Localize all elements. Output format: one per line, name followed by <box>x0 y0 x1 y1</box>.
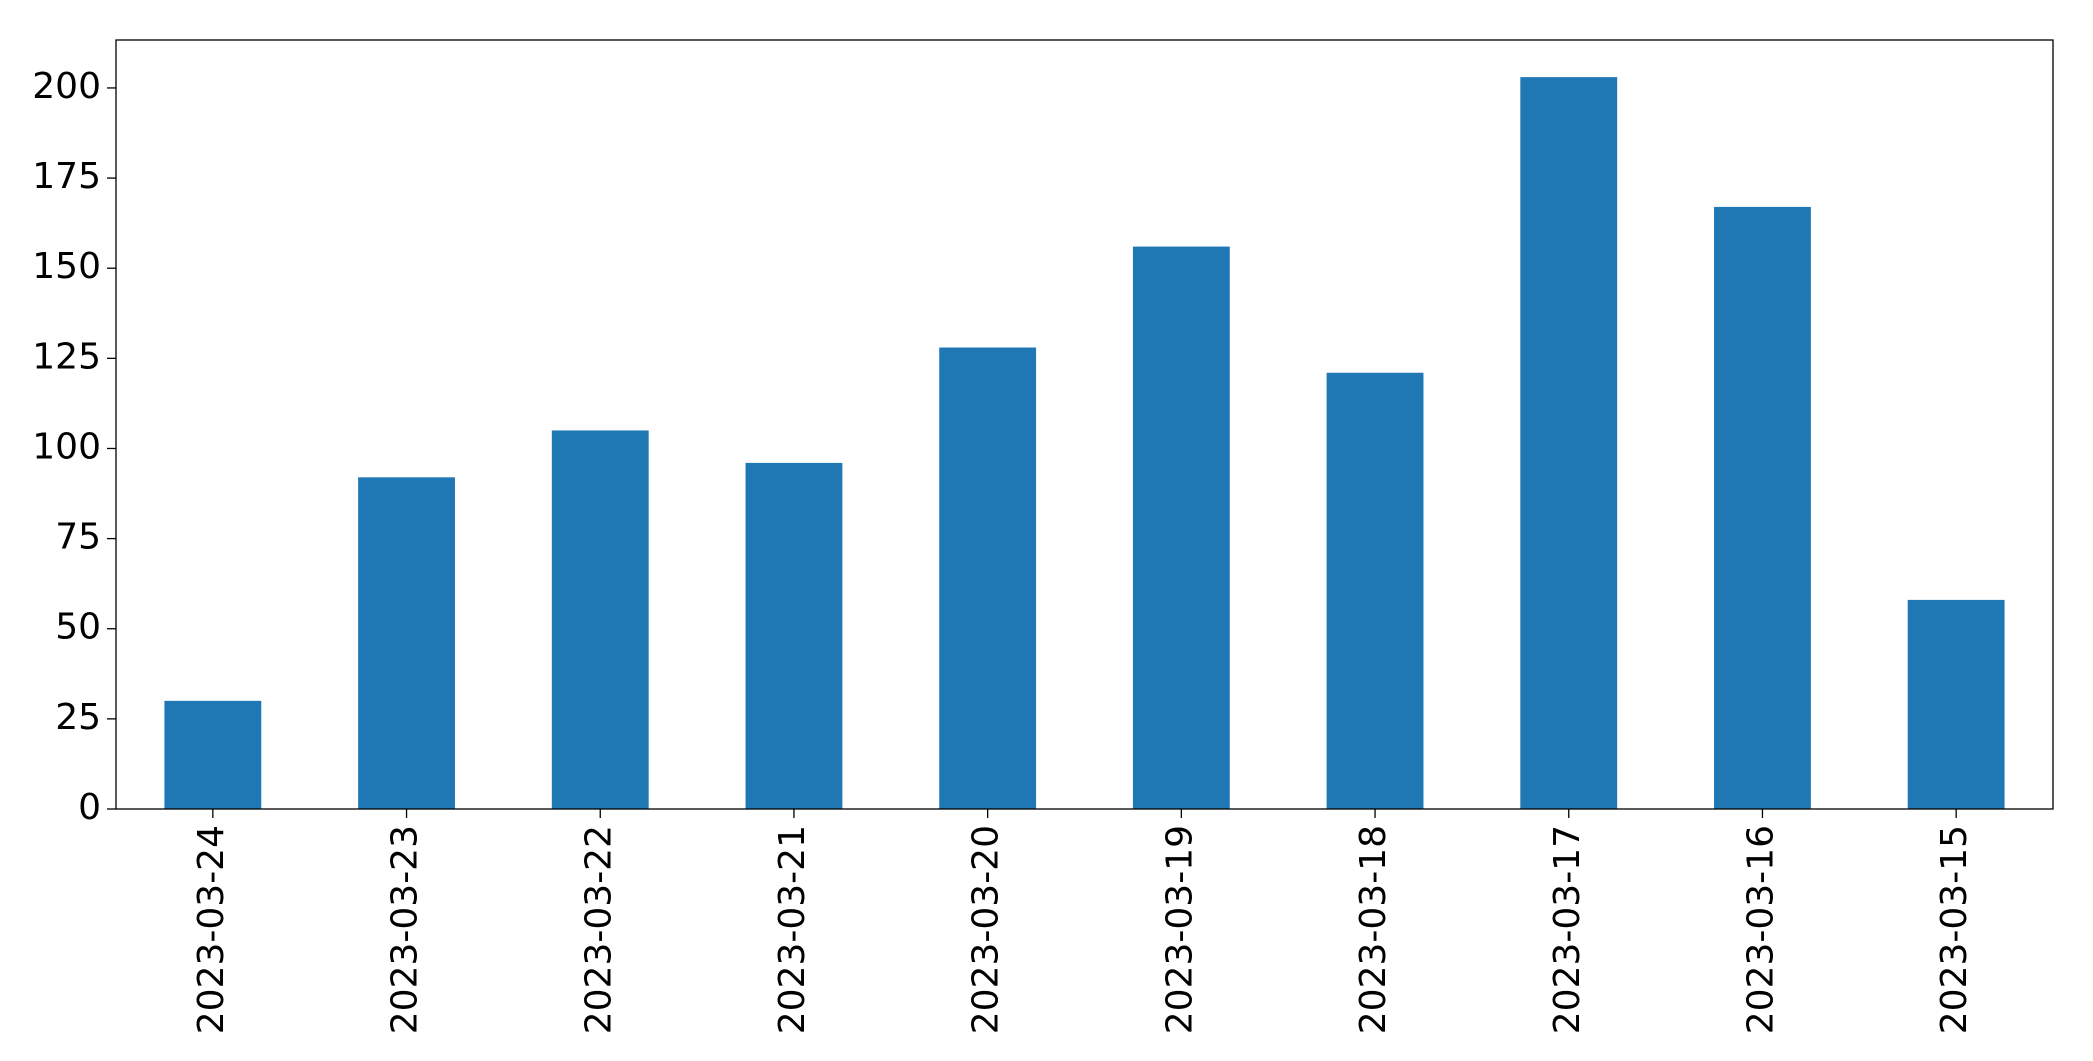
plot-frame <box>115 39 2054 810</box>
y-tick-label: 25 <box>55 697 101 738</box>
bar <box>1714 206 1811 810</box>
y-tick-label: 50 <box>55 607 101 648</box>
y-tick-label: 100 <box>32 426 101 467</box>
bar <box>1132 246 1230 809</box>
x-tick-label: 2023-03-23 <box>385 825 426 1034</box>
bar <box>1326 372 1424 809</box>
bar <box>1907 599 2005 809</box>
bar <box>939 347 1037 809</box>
x-tick-label: 2023-03-15 <box>1934 825 1975 1034</box>
x-tick-label: 2023-03-22 <box>578 825 619 1034</box>
y-tick-label: 175 <box>32 156 101 197</box>
x-tick-label: 2023-03-19 <box>1159 825 1200 1034</box>
x-tick-label: 2023-03-16 <box>1740 825 1781 1034</box>
y-tick-label: 0 <box>78 787 101 828</box>
x-tick-label: 2023-03-17 <box>1547 825 1588 1034</box>
x-tick-label: 2023-03-21 <box>772 825 813 1034</box>
x-tick-label: 2023-03-24 <box>191 825 232 1034</box>
y-tick-label: 125 <box>32 336 101 377</box>
bar <box>358 477 455 809</box>
y-tick-label: 150 <box>32 246 101 287</box>
y-tick-label: 75 <box>55 517 101 558</box>
bar <box>164 700 262 809</box>
bar <box>745 462 843 809</box>
x-tick-label: 2023-03-20 <box>966 825 1007 1034</box>
bar <box>1520 77 1618 809</box>
x-tick-label: 2023-03-18 <box>1353 825 1394 1034</box>
y-tick-label: 200 <box>32 66 101 107</box>
bar <box>551 430 649 809</box>
